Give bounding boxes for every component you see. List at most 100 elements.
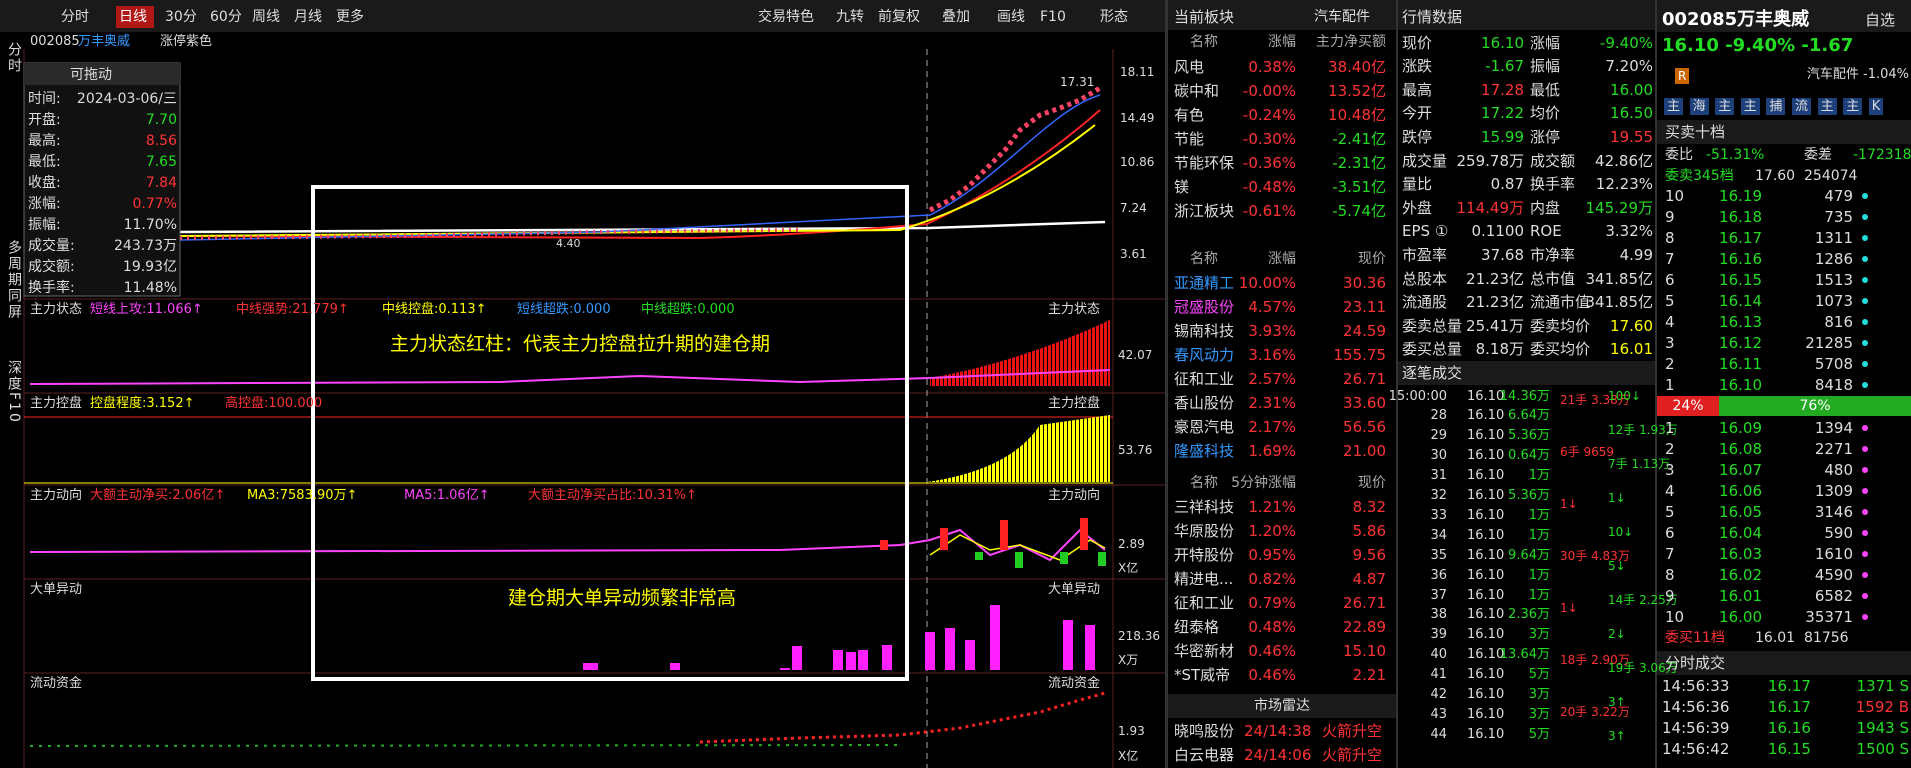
label: 晓鸣股份 bbox=[1174, 721, 1235, 740]
label: 42.86亿 bbox=[1595, 151, 1653, 170]
label: 10 bbox=[1665, 186, 1685, 205]
panel-header bbox=[1398, 0, 1655, 30]
label: 1.21% bbox=[1248, 497, 1296, 516]
trade-bubble: 30手 4.83万 bbox=[1560, 549, 1630, 563]
label: 成交量 bbox=[1402, 151, 1448, 170]
label: 21.00 bbox=[1343, 442, 1386, 461]
label: 4 bbox=[1665, 481, 1675, 500]
label: 40 bbox=[1430, 647, 1447, 663]
label: 7.65 bbox=[145, 154, 177, 170]
label: 华密新材 bbox=[1174, 641, 1235, 660]
label: 4.57% bbox=[1248, 297, 1296, 316]
label: 16.17 bbox=[1768, 697, 1811, 716]
dot bbox=[1862, 488, 1868, 494]
label: 成交额 bbox=[1530, 151, 1576, 170]
tool-button[interactable]: 主 bbox=[1740, 97, 1760, 115]
tool-button[interactable]: 捕 bbox=[1766, 97, 1786, 115]
label: 8 bbox=[1665, 565, 1675, 584]
label: 17.31 bbox=[1060, 75, 1095, 89]
dot bbox=[1862, 425, 1868, 431]
trade-bubble: 5↓ bbox=[1608, 559, 1626, 573]
label: 精进电... bbox=[1174, 569, 1234, 588]
panel-header bbox=[1168, 694, 1396, 718]
panel-header bbox=[1168, 0, 1396, 30]
period-tab[interactable]: 更多 bbox=[336, 9, 364, 25]
label: 振幅: bbox=[28, 217, 61, 233]
tool-button[interactable]: 主 bbox=[1817, 97, 1837, 115]
indicator: 短线超跌:0.000 bbox=[517, 301, 611, 317]
label: 16.10 bbox=[1467, 587, 1505, 603]
label: 14.36万 bbox=[1499, 388, 1550, 404]
label: 涨停紫色 bbox=[160, 33, 213, 49]
label: 16.07 bbox=[1719, 460, 1762, 479]
panel-name: 主力动向 bbox=[1048, 487, 1101, 503]
tool-button[interactable]: 主 bbox=[1843, 97, 1863, 115]
label: 2.36万 bbox=[1508, 607, 1550, 623]
tool-button[interactable]: 主 bbox=[1664, 97, 1684, 115]
period-tab[interactable]: 月线 bbox=[294, 9, 322, 25]
label: 4 bbox=[1665, 312, 1675, 331]
label: 41 bbox=[1430, 667, 1447, 683]
label: 委卖均价 bbox=[1530, 316, 1591, 335]
panel-header bbox=[1657, 651, 1911, 675]
trade-bubble: 1↓ bbox=[1608, 491, 1626, 505]
tool-button[interactable]: 形态 bbox=[1100, 9, 1128, 25]
label: 8.56 bbox=[145, 133, 177, 149]
period-tab[interactable]: 日线 bbox=[119, 9, 147, 25]
side-tab[interactable]: 多周期同屏 bbox=[6, 240, 22, 320]
chart-canvas bbox=[0, 0, 1165, 768]
period-tab[interactable]: 30分 bbox=[165, 9, 197, 25]
label: 最低: bbox=[28, 154, 61, 170]
tool-button[interactable]: K bbox=[1868, 97, 1884, 115]
period-tab[interactable]: 周线 bbox=[252, 9, 280, 25]
label: -172318 bbox=[1853, 147, 1911, 163]
label: 12.23% bbox=[1595, 175, 1653, 194]
label: 15.10 bbox=[1343, 641, 1386, 660]
axis-label: 3.61 bbox=[1120, 247, 1147, 261]
label: EPS ① bbox=[1402, 222, 1449, 241]
indicator: 大额主动净买占比:10.31%↑ bbox=[528, 487, 697, 503]
label: 21285 bbox=[1805, 333, 1853, 352]
label: 三祥科技 bbox=[1174, 497, 1235, 516]
label: 3.93% bbox=[1248, 321, 1296, 340]
tool-button[interactable]: 叠加 bbox=[942, 9, 970, 25]
tool-button[interactable]: 海 bbox=[1689, 97, 1709, 115]
label: 换手率: bbox=[28, 280, 75, 296]
label: 56.56 bbox=[1343, 418, 1386, 437]
watch-button[interactable]: 自选 bbox=[1865, 10, 1896, 29]
label: 1 bbox=[1665, 375, 1675, 394]
panel-header bbox=[1657, 0, 1911, 32]
label: 16.10 bbox=[1481, 33, 1524, 52]
label: 6 bbox=[1665, 270, 1675, 289]
panel-name: 大单异动 bbox=[30, 581, 83, 597]
tool-button[interactable]: 九转 bbox=[836, 9, 864, 25]
side-tab[interactable]: 深度F10 bbox=[6, 360, 22, 424]
period-tab[interactable]: 分时 bbox=[61, 9, 89, 25]
period-tab[interactable]: 60分 bbox=[210, 9, 242, 25]
label: 涨幅: bbox=[28, 196, 61, 212]
tool-button[interactable]: 流 bbox=[1792, 97, 1812, 115]
tool-button[interactable]: F10 bbox=[1040, 9, 1066, 25]
trade-bubble: 7手 1.13万 bbox=[1608, 457, 1671, 471]
label: 4.87 bbox=[1352, 569, 1386, 588]
tool-button[interactable]: 前复权 bbox=[878, 9, 920, 25]
label: 155.75 bbox=[1333, 345, 1387, 364]
tool-button[interactable]: 主 bbox=[1715, 97, 1735, 115]
label: 1286 bbox=[1814, 249, 1853, 268]
panel-name: 流动资金 bbox=[1048, 675, 1101, 691]
side-tab[interactable]: 分时 bbox=[6, 42, 22, 74]
tool-button[interactable]: 画线 bbox=[997, 9, 1025, 25]
ratio-label: 24% bbox=[1672, 398, 1704, 414]
label: 2 bbox=[1665, 354, 1675, 373]
label: 16.13 bbox=[1719, 312, 1762, 331]
label: 16.10 bbox=[1719, 375, 1762, 394]
label: 流通市值 bbox=[1530, 293, 1591, 312]
label: 浙江板块 bbox=[1174, 201, 1235, 220]
label: 逐笔成交 bbox=[1402, 363, 1463, 382]
panel-name: 主力控盘 bbox=[1048, 395, 1101, 411]
badge: R bbox=[1675, 68, 1690, 84]
label: 16.18 bbox=[1719, 207, 1762, 226]
label: 1371 S bbox=[1856, 676, 1909, 695]
label: 6582 bbox=[1814, 586, 1853, 605]
tool-button[interactable]: 交易特色 bbox=[758, 9, 814, 25]
